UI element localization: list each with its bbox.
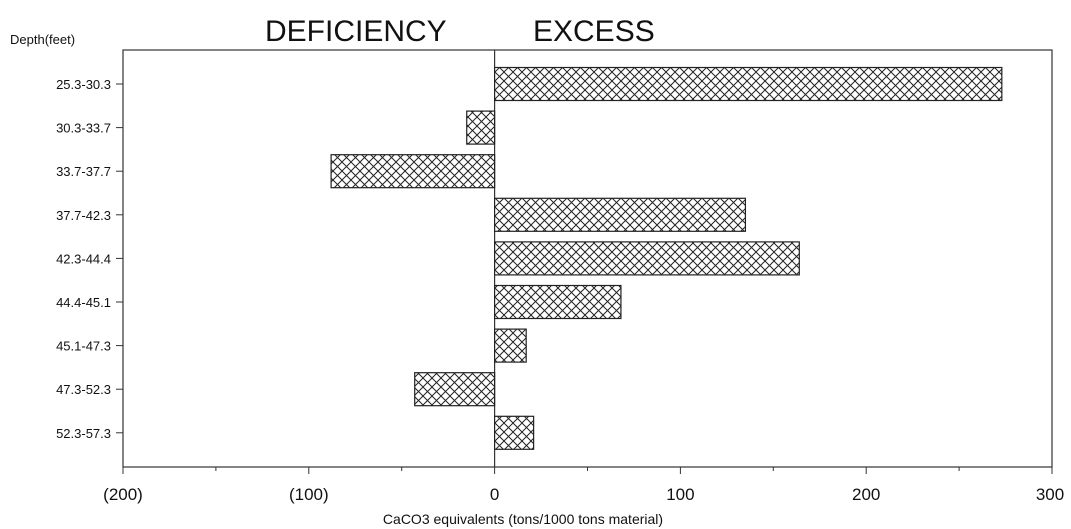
bars-group xyxy=(330,66,1003,450)
x-tick-label--100: (100) xyxy=(289,485,329,504)
excess-header: EXCESS xyxy=(533,15,655,48)
category-label-52.3-57.3: 52.3-57.3 xyxy=(56,426,111,441)
category-label-33.7-37.7: 33.7-37.7 xyxy=(56,164,111,179)
x-tick-label-300: 300 xyxy=(1036,485,1064,504)
y-axis-title: Depth(feet) xyxy=(10,32,75,47)
bar-37.7-42.3 xyxy=(494,197,747,232)
x-axis-label: CaCO3 equivalents (tons/1000 tons materi… xyxy=(383,511,663,527)
deficiency-header: DEFICIENCY xyxy=(265,15,447,48)
category-label-44.4-45.1: 44.4-45.1 xyxy=(56,295,111,310)
category-label-47.3-52.3: 47.3-52.3 xyxy=(56,382,111,397)
bar-30.3-33.7 xyxy=(466,110,496,145)
bar-33.7-37.7 xyxy=(330,154,496,189)
bar-25.3-30.3 xyxy=(494,66,1003,102)
category-label-25.3-30.3: 25.3-30.3 xyxy=(56,77,111,92)
bar-42.3-44.4 xyxy=(494,241,800,276)
x-tick-label-200: 200 xyxy=(852,485,880,504)
bar-47.3-52.3 xyxy=(414,372,496,407)
x-tick-label--200: (200) xyxy=(103,485,143,504)
category-label-42.3-44.4: 42.3-44.4 xyxy=(56,251,111,266)
bar-44.4-45.1 xyxy=(494,284,622,320)
category-label-30.3-33.7: 30.3-33.7 xyxy=(56,121,111,136)
category-label-37.7-42.3: 37.7-42.3 xyxy=(56,208,111,223)
x-tick-label-0: 0 xyxy=(490,485,499,504)
bar-52.3-57.3 xyxy=(494,415,535,450)
x-ticks-group: (200) (100) 0 100 200 300 xyxy=(103,467,1064,504)
x-tick-label-100: 100 xyxy=(666,485,694,504)
category-labels-group: 25.3-30.3 30.3-33.7 33.7-37.7 37.7-42.3 42.3… xyxy=(56,77,123,441)
bar-45.1-47.3 xyxy=(494,328,527,363)
category-label-45.1-47.3: 45.1-47.3 xyxy=(56,339,111,354)
